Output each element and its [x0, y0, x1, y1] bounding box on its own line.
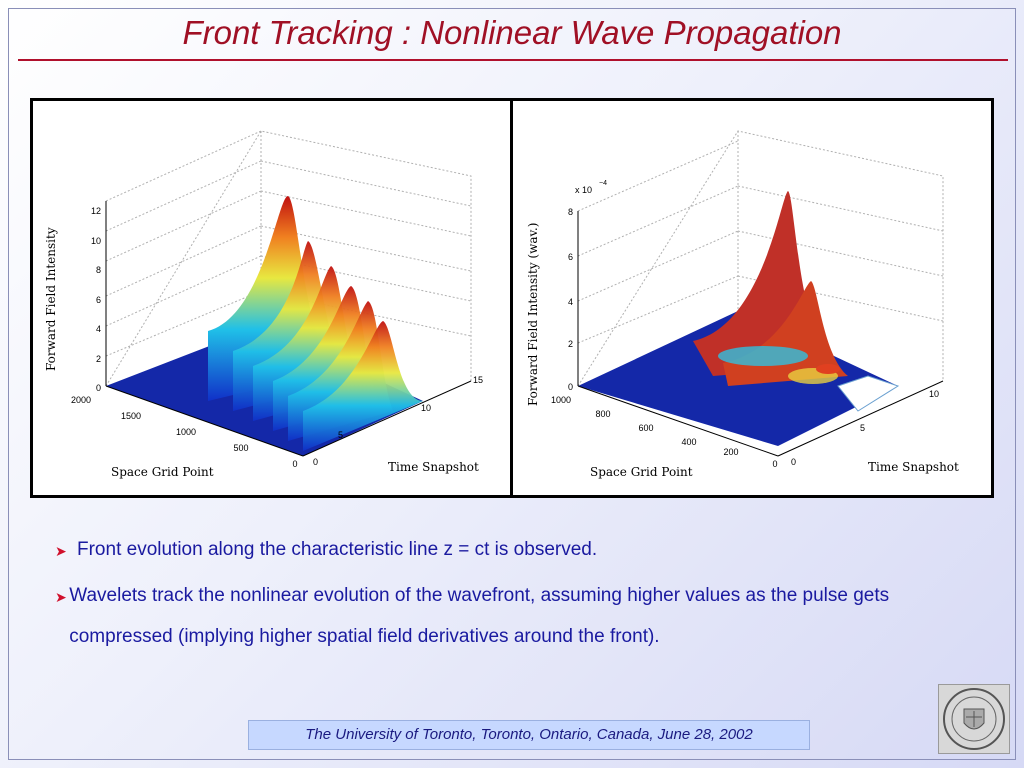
bullet-text: Wavelets track the nonlinear evolution o…: [69, 585, 890, 647]
title-underline: [18, 59, 1008, 61]
bullet-item: ➤ Front evolution along the characterist…: [55, 539, 985, 570]
y-tick: 0: [313, 457, 318, 467]
plot-grid: [105, 130, 472, 387]
z-scale-exponent: −4: [599, 180, 607, 187]
bullet-list: ➤ Front evolution along the characterist…: [55, 539, 985, 673]
z-tick: 2: [568, 339, 573, 349]
arrow-bullet-icon: ➤: [55, 543, 67, 559]
footer-caption: The University of Toronto, Toronto, Onta…: [248, 720, 810, 750]
z-tick: 0: [568, 382, 573, 392]
surface-peaks: [693, 191, 900, 412]
z-tick: 8: [96, 265, 101, 275]
z-tick: 8: [568, 207, 573, 217]
x-tick: 1500: [121, 411, 141, 421]
x-tick: 500: [233, 443, 248, 453]
slide-frame: [8, 8, 1016, 760]
y-tick: 10: [929, 389, 939, 399]
x-tick: 400: [681, 437, 696, 447]
bullet-item: ➤ Wavelets track the nonlinear evolution…: [55, 585, 985, 657]
surface-plot-wavelet-field: 8 6 4 2 0 x 10 −4 1000 800 600 400 200 0…: [513, 101, 991, 495]
university-seal-logo: [938, 684, 1010, 754]
bullet-text: Front evolution along the characteristic…: [77, 539, 598, 560]
x-tick: 600: [638, 423, 653, 433]
x-tick: 2000: [71, 395, 91, 405]
y-tick: 5: [860, 423, 865, 433]
x-tick: 800: [595, 409, 610, 419]
y-tick: 0: [791, 457, 796, 467]
x-axis-label: Space Grid Point: [590, 465, 693, 479]
y-axis-label: Time Snapshot: [388, 460, 479, 474]
surface-plot-forward-field: 12 10 8 6 4 2 0 2000 1500 1000 500 0 0 5…: [33, 101, 510, 495]
figure-divider: [510, 101, 513, 495]
z-tick: 12: [91, 206, 101, 216]
y-tick: 10: [421, 403, 431, 413]
z-tick: 6: [96, 295, 101, 305]
x-tick: 1000: [551, 395, 571, 405]
x-axis-label: Space Grid Point: [111, 465, 214, 479]
x-tick: 200: [723, 447, 738, 457]
z-tick: 4: [568, 297, 573, 307]
z-tick: 4: [96, 324, 101, 334]
figure-panel: 12 10 8 6 4 2 0 2000 1500 1000 500 0 0 5…: [30, 98, 994, 498]
x-tick: 0: [772, 459, 777, 469]
z-axis-label: Forward Field Intensity: [44, 227, 58, 371]
x-tick: 1000: [176, 427, 196, 437]
z-scale-label: x 10: [575, 185, 592, 195]
plot-grid: [577, 130, 944, 387]
z-tick: 0: [96, 383, 101, 393]
z-tick: 10: [91, 236, 101, 246]
arrow-bullet-icon: ➤: [55, 589, 67, 605]
y-axis-label: Time Snapshot: [868, 460, 959, 474]
z-tick: 6: [568, 252, 573, 262]
y-tick: 15: [473, 375, 483, 385]
y-tick: 5: [338, 430, 343, 440]
slide-title: Front Tracking : Nonlinear Wave Propagat…: [182, 14, 842, 51]
z-tick: 2: [96, 354, 101, 364]
x-tick: 0: [292, 459, 297, 469]
z-axis-label: Forward Field Intensity (wav.): [526, 223, 540, 406]
surface-peaks: [208, 196, 423, 451]
